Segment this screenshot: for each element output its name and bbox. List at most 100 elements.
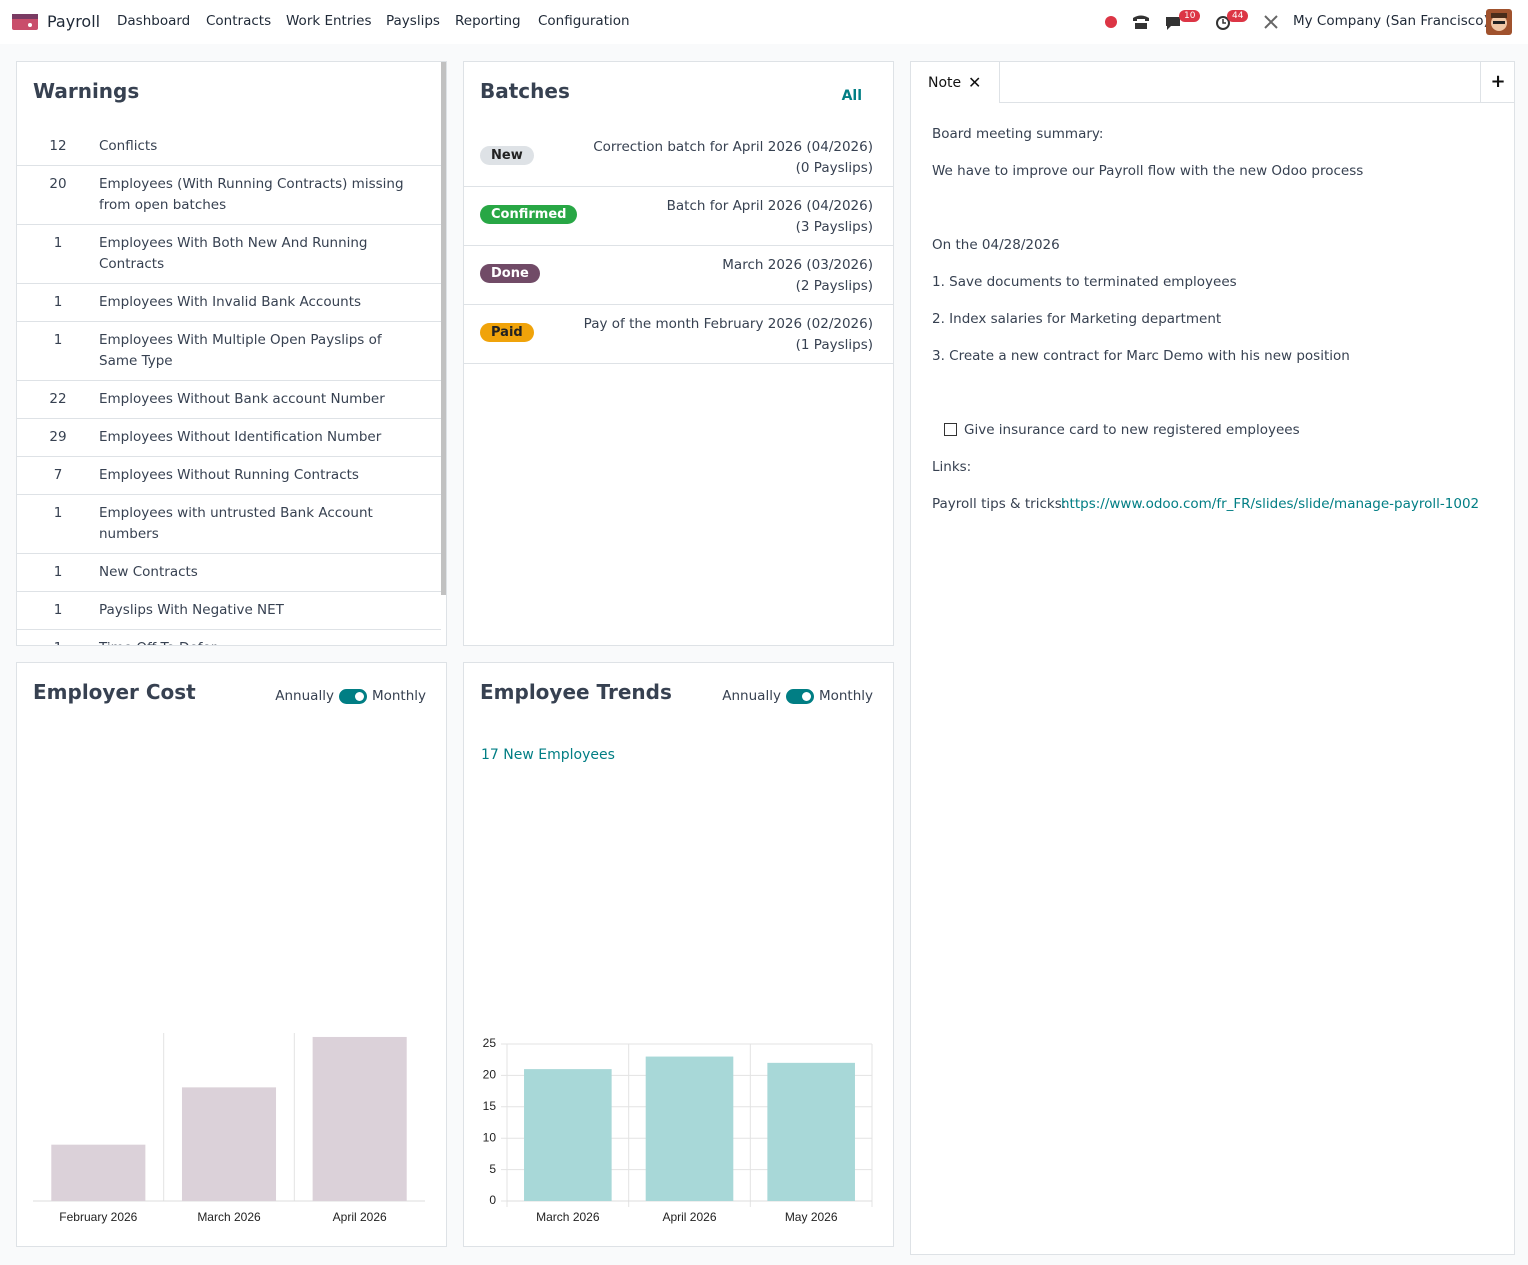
menu-item[interactable]: Payslips xyxy=(386,13,440,29)
toggle-label: Annually xyxy=(722,688,781,704)
note-tab[interactable]: Note ✕ xyxy=(911,62,1000,103)
warning-count: 29 xyxy=(49,429,67,445)
menu-item[interactable]: Contracts xyxy=(206,13,272,29)
app-icon xyxy=(12,14,38,30)
warning-label: Conflicts xyxy=(99,138,158,154)
note-text: On the 04/28/2026 xyxy=(932,237,1060,253)
batch-name: March 2026 (03/2026) xyxy=(722,257,873,273)
tab-label[interactable]: Note xyxy=(928,75,962,91)
batch-text: Correction batch for April 2026 (04/2026… xyxy=(593,137,873,179)
note-text: We have to improve our Payroll flow with… xyxy=(932,163,1364,179)
panel-title: Employer Cost xyxy=(33,680,196,704)
warning-count: 1 xyxy=(53,235,63,251)
warning-label: New Contracts xyxy=(99,564,198,580)
toggle-label: Monthly xyxy=(818,688,873,704)
warning-label: Employees with untrusted Bank Account nu… xyxy=(99,505,373,542)
warning-row[interactable]: 1 Payslips With Negative NET xyxy=(17,592,441,630)
warning-label: Employees Without Bank account Number xyxy=(99,391,385,407)
batch-name: Pay of the month February 2026 (02/2026) xyxy=(583,316,873,332)
warning-row[interactable]: 1 Employees With Invalid Bank Accounts xyxy=(17,284,441,322)
warning-row[interactable]: 1 New Contracts xyxy=(17,554,441,592)
warning-count: 22 xyxy=(49,391,67,407)
menu-item[interactable]: Reporting xyxy=(455,13,521,29)
warning-count: 1 xyxy=(53,294,63,310)
warning-label: Time Off To Defer xyxy=(99,638,419,645)
warning-label: Employees Without Running Contracts xyxy=(99,467,359,483)
warning-row[interactable]: 20 Employees (With Running Contracts) mis… xyxy=(17,166,441,225)
warning-row[interactable]: 1Time Off To Defer xyxy=(17,630,441,645)
systray-icons[interactable] xyxy=(1100,8,1280,36)
batch-row[interactable]: Done March 2026 (03/2026) (2 Payslips) xyxy=(464,245,893,305)
warning-label: Employees Without Identification Number xyxy=(99,429,382,445)
panel-title: Employee Trends xyxy=(480,680,672,704)
batch-payslips: (1 Payslips) xyxy=(795,337,873,353)
menu-item[interactable]: Configuration xyxy=(538,13,630,29)
activities-badge: 44 xyxy=(1227,10,1249,22)
checkbox-label: Give insurance card to new registered em… xyxy=(964,422,1300,438)
new-employees-link[interactable]: 17 New Employees xyxy=(481,747,615,763)
employer-cost-panel: Employer Cost Annually Monthly xyxy=(16,662,447,1247)
tab-bar xyxy=(911,62,1514,103)
scrollbar[interactable] xyxy=(441,62,446,595)
warning-row[interactable]: 7 Employees Without Running Contracts xyxy=(17,457,441,495)
warning-row[interactable]: 1 Employees with untrusted Bank Account n… xyxy=(17,495,441,554)
status-badge: Paid xyxy=(480,323,534,342)
batch-row[interactable]: Confirmed Batch for April 2026 (04/2026) (… xyxy=(464,186,893,246)
warning-count: 1 xyxy=(53,505,63,521)
warning-label: Employees With Multiple Open Payslips of… xyxy=(99,332,382,369)
switch[interactable] xyxy=(338,688,367,704)
warning-count: 1 xyxy=(53,564,63,580)
status-badge: Done xyxy=(480,264,540,283)
note-text: 1. Save documents to terminated employee… xyxy=(932,274,1237,290)
add-tab[interactable]: + xyxy=(1480,62,1515,102)
warnings-list: 12 Conflicts 20 Employees (With Running Con… xyxy=(17,128,441,645)
batch-payslips: (2 Payslips) xyxy=(795,278,873,294)
checkbox[interactable] xyxy=(944,423,957,436)
status-badge: New xyxy=(480,146,534,165)
status-badge: Confirmed xyxy=(480,205,578,224)
note-text: Payroll tips & tricks: xyxy=(932,496,1067,512)
warning-row[interactable]: 22 Employees Without Bank account Number xyxy=(17,381,441,419)
warning-count: 7 xyxy=(53,467,63,483)
warning-label: Payslips With Negative NET xyxy=(99,602,284,618)
menu-item[interactable]: Work Entries xyxy=(286,13,372,29)
warning-count: 1 xyxy=(53,602,63,618)
warning-row[interactable]: 12 Conflicts xyxy=(17,128,441,166)
all-link[interactable]: All xyxy=(841,88,862,104)
warning-count: 1 xyxy=(53,332,63,348)
switch[interactable] xyxy=(785,688,814,704)
batch-payslips: (0 Payslips) xyxy=(795,160,873,176)
warning-count: 20 xyxy=(49,176,67,192)
warning-row[interactable]: 1 Employees With Both New And Running Con… xyxy=(17,225,441,284)
note-panel: Note ✕ + Board meeting summary: We have … xyxy=(910,61,1515,1255)
toggle-label: Monthly xyxy=(371,688,426,704)
avatar[interactable] xyxy=(1486,9,1512,35)
warning-label: Employees (With Running Contracts) missi… xyxy=(99,176,404,213)
batches-panel: Batches All New Correction batch for Apri… xyxy=(463,61,894,646)
batch-text: Batch for April 2026 (04/2026) (3 Payslip… xyxy=(667,196,873,238)
menu-item[interactable]: Dashboard xyxy=(117,13,191,29)
warning-row[interactable]: 29 Employees Without Identification Numbe… xyxy=(17,419,441,457)
messages-badge: 10 xyxy=(1179,10,1201,22)
warning-row[interactable]: 1 Employees With Multiple Open Payslips o… xyxy=(17,322,441,381)
warning-count: 12 xyxy=(49,138,67,154)
batch-text: Pay of the month February 2026 (02/2026)… xyxy=(584,314,873,356)
company-switcher[interactable]: My Company (San Francisco) xyxy=(1293,13,1489,29)
close-icon[interactable]: ✕ xyxy=(968,73,982,92)
period-toggle[interactable]: Annually Monthly xyxy=(722,688,873,704)
employee-trends-panel: Employee Trends Annually Monthly 17 New E… xyxy=(463,662,894,1247)
batch-name: Correction batch for April 2026 (04/2026… xyxy=(593,139,873,155)
batch-payslips: (3 Payslips) xyxy=(795,219,873,235)
batch-row[interactable]: Paid Pay of the month February 2026 (02/2… xyxy=(464,304,893,364)
navbar: Payroll Dashboard Contracts Work Entries… xyxy=(0,0,1528,44)
batch-row[interactable]: New Correction batch for April 2026 (04/2… xyxy=(464,127,893,187)
note-text: Links: xyxy=(932,459,972,475)
batch-text: March 2026 (03/2026) (2 Payslips) xyxy=(722,255,873,297)
app-name[interactable]: Payroll xyxy=(47,12,101,31)
warning-label: Employees With Both New And Running Cont… xyxy=(99,235,368,272)
period-toggle[interactable]: Annually Monthly xyxy=(275,688,426,704)
panel-title: Batches xyxy=(480,79,570,103)
warnings-panel: Warnings 12 Conflicts 20 Employees (With Ru… xyxy=(16,61,447,646)
link[interactable]: https://www.odoo.com/fr_FR/slides/slide/… xyxy=(1061,496,1480,512)
